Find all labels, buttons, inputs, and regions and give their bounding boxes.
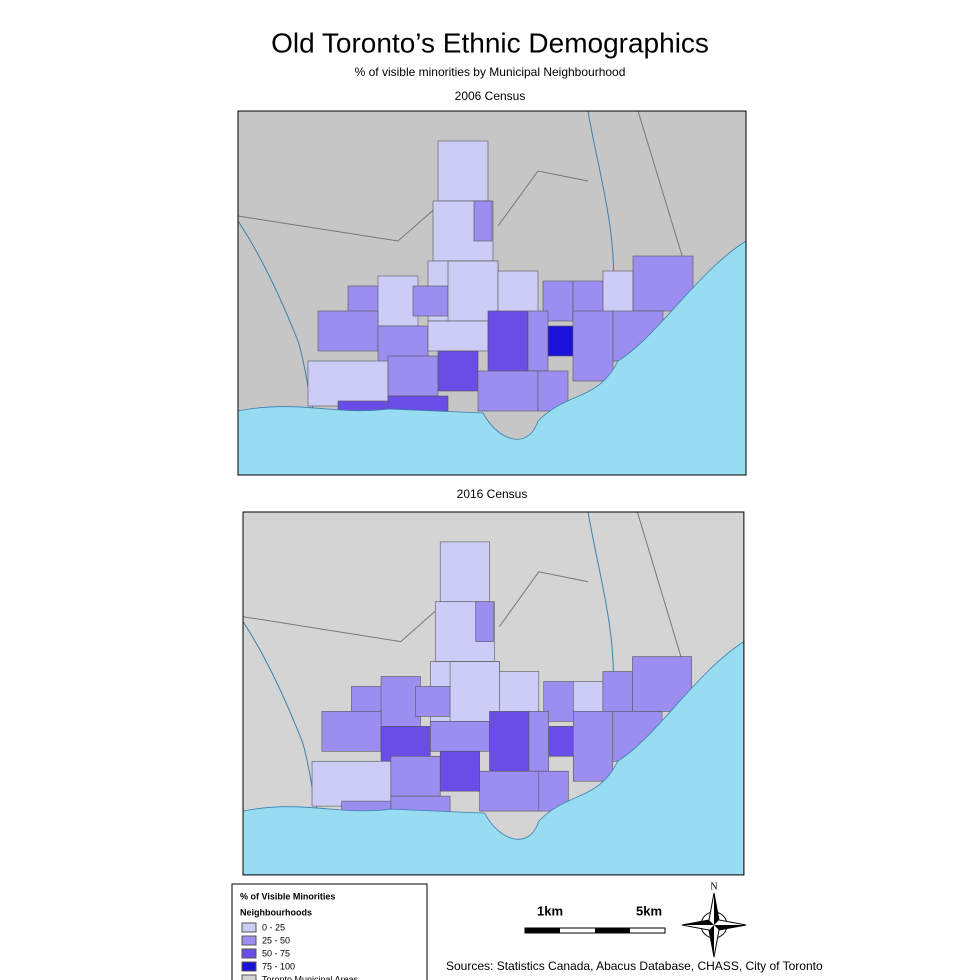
neighbourhood: [528, 711, 549, 772]
map-frame: [237, 110, 747, 476]
map-2006: [237, 110, 747, 476]
lake: [242, 640, 745, 876]
legend-swatch: [241, 948, 257, 959]
neighbourhood: [380, 676, 421, 727]
neighbourhood: [377, 275, 419, 327]
neighbourhood: [527, 310, 549, 372]
neighbourhood: [317, 310, 379, 352]
legend-label: 50 - 75: [262, 948, 290, 958]
map-title: 2006 Census: [455, 89, 526, 103]
legend-swatch: [241, 935, 257, 946]
legend-label: 75 - 100: [262, 961, 295, 971]
north-label: N: [710, 881, 717, 892]
neighbourhood: [477, 370, 539, 412]
legend-swatch: [241, 922, 257, 933]
map-title: 2016 Census: [457, 487, 528, 501]
neighbourhood: [437, 350, 479, 392]
neighbourhood: [473, 200, 493, 242]
legend-heading: Neighbourhoods: [240, 907, 312, 917]
neighbourhood: [573, 711, 614, 782]
legend-label: 0 - 25: [262, 922, 285, 932]
neighbourhood: [439, 541, 490, 603]
neighbourhood: [430, 721, 490, 752]
legend-label: 25 - 50: [262, 935, 290, 945]
scale-label: 5km: [636, 903, 662, 918]
neighbourhood: [439, 750, 480, 792]
north-arrow: N: [681, 881, 747, 958]
neighbourhood: [427, 320, 489, 352]
neighbourhood: [415, 686, 451, 717]
neighbourhood: [572, 310, 614, 382]
sources: Sources: Statistics Canada, Abacus Datab…: [446, 959, 823, 973]
map-frame: [242, 511, 745, 876]
legend-swatch: [241, 961, 257, 972]
neighbourhood: [321, 711, 382, 752]
legend-box: [231, 883, 428, 980]
legend-title: % of Visible Minorities: [240, 891, 335, 901]
neighbourhood: [548, 726, 574, 757]
neighbourhood: [487, 310, 529, 372]
neighbourhood: [390, 755, 441, 797]
neighbourhood: [437, 140, 489, 202]
scale-label: 1km: [537, 903, 563, 918]
neighbourhood: [387, 355, 439, 397]
legend-swatch: [241, 974, 257, 980]
map-2016: [242, 511, 745, 876]
legend-items: 0 - 25 25 - 50 50 - 75 75 - 100 Toronto Muni…: [241, 922, 359, 980]
neighbourhood: [479, 770, 540, 812]
neighbourhood: [307, 360, 389, 407]
scale-bar: 1km 5km: [524, 903, 666, 934]
lake: [237, 240, 747, 476]
legend-label: Toronto Municipal Areas: [262, 974, 359, 980]
neighbourhood: [311, 760, 392, 807]
title: Old Toronto’s Ethnic Demographics: [271, 27, 709, 58]
neighbourhood: [475, 601, 494, 642]
subtitle: % of visible minorities by Municipal Nei…: [355, 65, 626, 79]
neighbourhood: [547, 325, 574, 357]
neighbourhood: [489, 711, 530, 772]
neighbourhood: [412, 285, 449, 317]
